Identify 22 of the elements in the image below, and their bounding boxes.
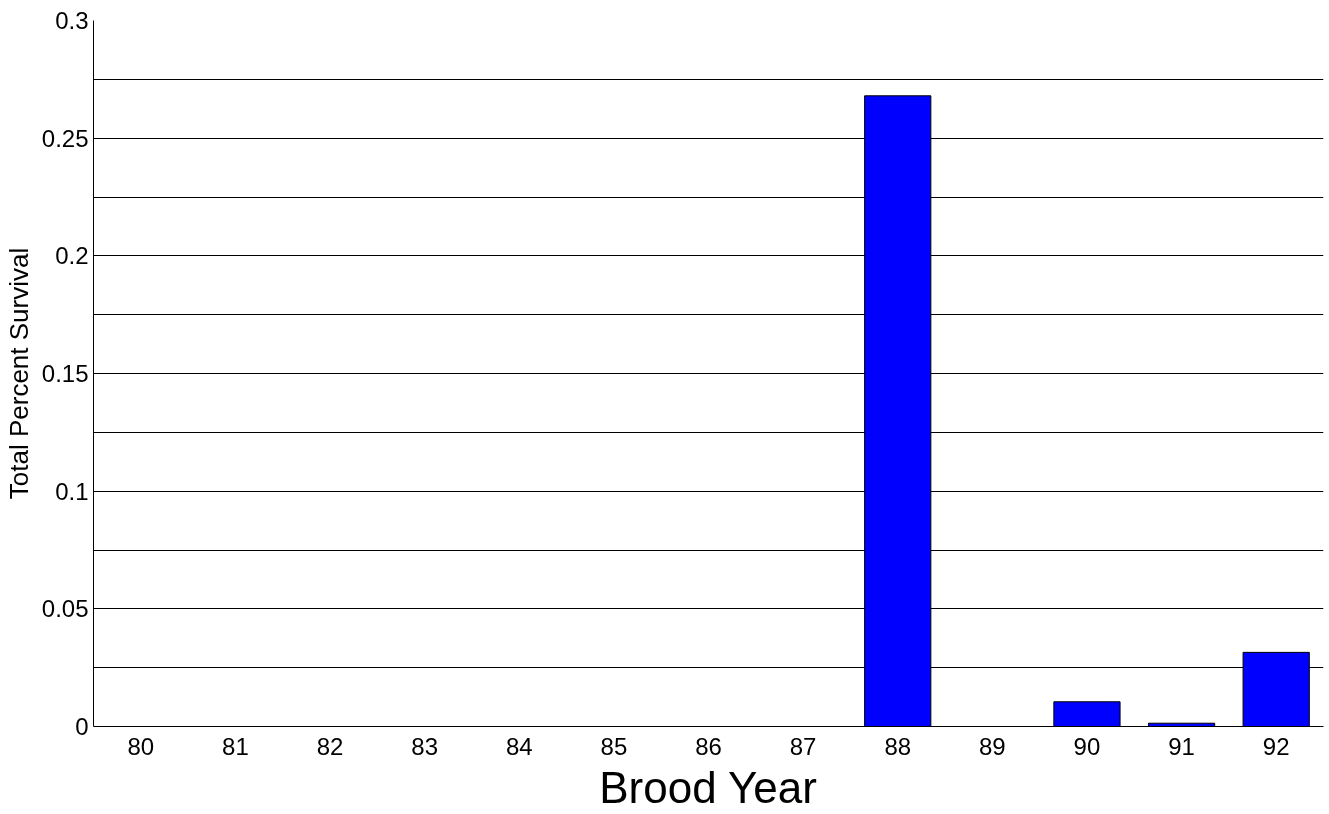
x-tick-label: 92: [1262, 732, 1290, 760]
y-tick-label: 0: [75, 713, 89, 740]
x-tick-label: 90: [1073, 732, 1101, 760]
y-tick-label: 0.2: [55, 242, 89, 270]
x-tick-label: 88: [884, 732, 912, 760]
y-tick-label: 0.15: [41, 360, 89, 387]
x-tick-label: 87: [789, 732, 817, 760]
x-tick-label: 83: [411, 732, 439, 760]
y-tick-label: 0.1: [55, 477, 89, 505]
x-tick-label: 84: [505, 732, 533, 760]
y-tick-label: 0.05: [41, 595, 89, 623]
x-tick-label: 82: [316, 732, 344, 760]
x-tick-label: 81: [222, 732, 249, 760]
x-tick-label: 85: [600, 732, 628, 760]
y-tick-label: 0.3: [55, 7, 89, 34]
x-axis-title: Brood Year: [599, 762, 817, 812]
y-tick-label: 0.25: [41, 124, 89, 152]
x-tick-label: 86: [695, 732, 722, 760]
x-tick-label: 89: [979, 732, 1006, 760]
y-axis-title: Total Percent Survival: [3, 247, 34, 500]
x-tick-label: 91: [1168, 732, 1195, 760]
x-tick-label: 80: [127, 732, 155, 760]
